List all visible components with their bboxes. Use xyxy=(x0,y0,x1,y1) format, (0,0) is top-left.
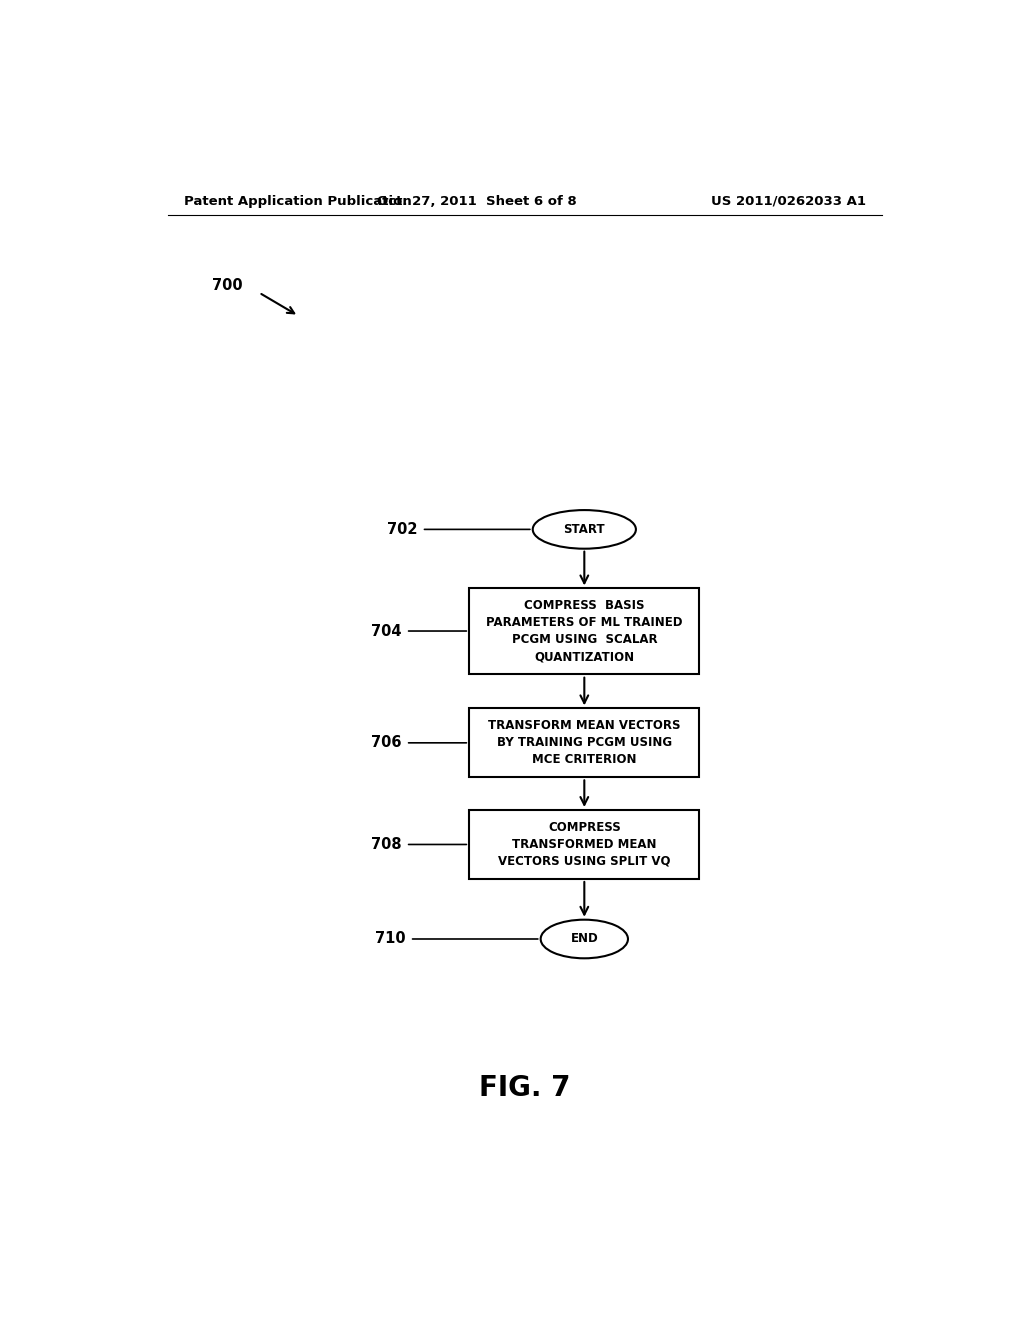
Text: Patent Application Publication: Patent Application Publication xyxy=(183,194,412,207)
Ellipse shape xyxy=(532,510,636,549)
FancyBboxPatch shape xyxy=(469,587,699,675)
Text: 708: 708 xyxy=(371,837,401,851)
Text: COMPRESS
TRANSFORMED MEAN
VECTORS USING SPLIT VQ: COMPRESS TRANSFORMED MEAN VECTORS USING … xyxy=(498,821,671,869)
Text: 710: 710 xyxy=(375,932,406,946)
Text: 702: 702 xyxy=(387,521,418,537)
Text: FIG. 7: FIG. 7 xyxy=(479,1074,570,1102)
Text: 706: 706 xyxy=(372,735,401,750)
Text: TRANSFORM MEAN VECTORS
BY TRAINING PCGM USING
MCE CRITERION: TRANSFORM MEAN VECTORS BY TRAINING PCGM … xyxy=(488,719,681,767)
FancyBboxPatch shape xyxy=(469,810,699,879)
Text: 704: 704 xyxy=(372,623,401,639)
Text: Oct. 27, 2011  Sheet 6 of 8: Oct. 27, 2011 Sheet 6 of 8 xyxy=(377,194,578,207)
Text: COMPRESS  BASIS
PARAMETERS OF ML TRAINED
PCGM USING  SCALAR
QUANTIZATION: COMPRESS BASIS PARAMETERS OF ML TRAINED … xyxy=(486,599,683,663)
Text: START: START xyxy=(563,523,605,536)
Text: END: END xyxy=(570,932,598,945)
FancyBboxPatch shape xyxy=(469,709,699,777)
Text: US 2011/0262033 A1: US 2011/0262033 A1 xyxy=(711,194,866,207)
Ellipse shape xyxy=(541,920,628,958)
Text: 700: 700 xyxy=(212,279,243,293)
